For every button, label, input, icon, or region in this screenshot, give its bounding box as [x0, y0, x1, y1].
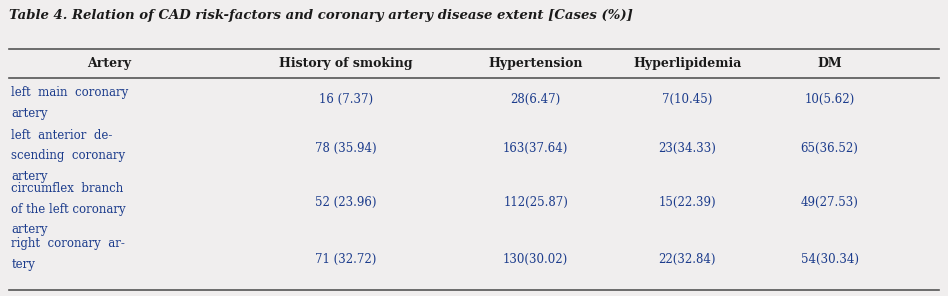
Text: Hypertension: Hypertension — [488, 57, 583, 70]
Text: 54(30.34): 54(30.34) — [800, 253, 859, 266]
Text: left  main  coronary: left main coronary — [11, 86, 129, 99]
Text: Table 4. Relation of CAD risk-factors and coronary artery disease extent [Cases : Table 4. Relation of CAD risk-factors an… — [9, 9, 633, 22]
Text: 163(37.64): 163(37.64) — [503, 141, 568, 155]
Text: 65(36.52): 65(36.52) — [800, 141, 859, 155]
Text: 16 (7.37): 16 (7.37) — [319, 94, 374, 106]
Text: DM: DM — [817, 57, 842, 70]
Text: artery: artery — [11, 223, 48, 237]
Text: circumflex  branch: circumflex branch — [11, 182, 123, 195]
Text: 28(6.47): 28(6.47) — [510, 94, 561, 106]
Text: Artery: Artery — [87, 57, 131, 70]
Text: right  coronary  ar-: right coronary ar- — [11, 237, 125, 250]
Text: 15(22.39): 15(22.39) — [659, 196, 716, 208]
Text: 49(27.53): 49(27.53) — [800, 196, 859, 208]
Text: tery: tery — [11, 258, 35, 271]
Text: artery: artery — [11, 170, 48, 183]
Text: 22(32.84): 22(32.84) — [659, 253, 716, 266]
Text: 52 (23.96): 52 (23.96) — [316, 196, 376, 208]
Text: left  anterior  de-: left anterior de- — [11, 129, 113, 142]
Text: 112(25.87): 112(25.87) — [503, 196, 568, 208]
Text: 130(30.02): 130(30.02) — [503, 253, 568, 266]
Text: 71 (32.72): 71 (32.72) — [316, 253, 376, 266]
Text: 10(5.62): 10(5.62) — [804, 94, 855, 106]
Text: History of smoking: History of smoking — [280, 57, 412, 70]
Text: artery: artery — [11, 107, 48, 120]
Text: 23(34.33): 23(34.33) — [658, 141, 717, 155]
Text: Hyperlipidemia: Hyperlipidemia — [633, 57, 741, 70]
Text: 7(10.45): 7(10.45) — [662, 94, 713, 106]
Text: scending  coronary: scending coronary — [11, 149, 125, 163]
Text: 78 (35.94): 78 (35.94) — [315, 141, 377, 155]
Text: of the left coronary: of the left coronary — [11, 203, 126, 216]
